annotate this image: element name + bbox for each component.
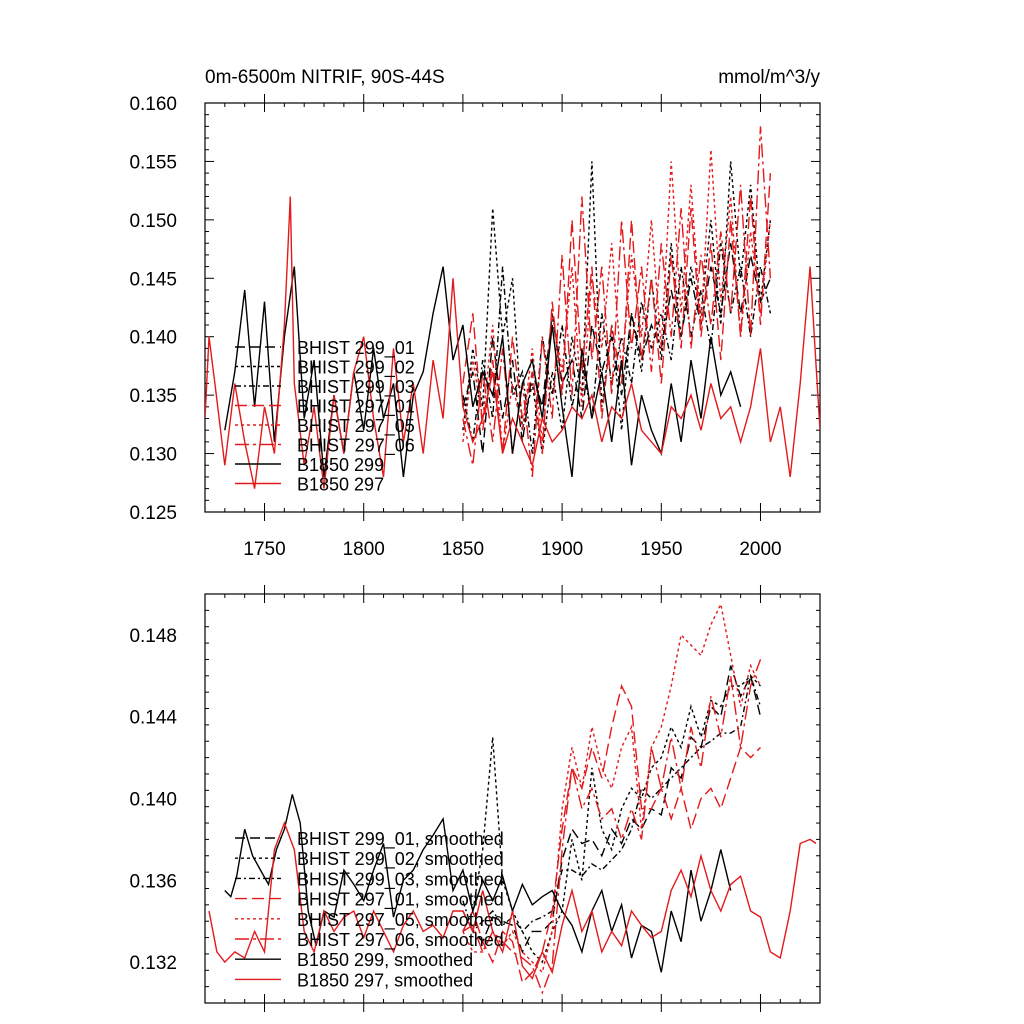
y-tick-label: 0.145: [129, 269, 177, 290]
y-tick-label: 0.160: [129, 94, 177, 115]
legend-label: BHIST 297_05: [297, 416, 415, 437]
top-panel-axes: 1750 1800 1850 1900 1950 2000 0.125 0.130 0.135 0…: [129, 94, 821, 560]
series-line-0: [462, 665, 762, 954]
series-line-3: [462, 683, 762, 984]
series-line-0: [462, 243, 772, 454]
bottom-panel-frame: [204, 593, 821, 1004]
top-panel-frame: [204, 102, 821, 513]
series-line-4: [462, 601, 762, 974]
legend-label: BHIST 299_01: [297, 338, 415, 359]
legend-label: B1850 297: [297, 475, 384, 495]
y-tick-label: 0.140: [129, 790, 177, 811]
legend-label: BHIST 297_01, smoothed: [297, 890, 504, 911]
legend-label: BHIST 297_06: [297, 436, 415, 457]
x-tick-label: 1800: [343, 539, 385, 560]
legend-label: BHIST 299_02: [297, 358, 415, 379]
series-line-1: [462, 161, 772, 454]
y-tick-label: 0.132: [129, 953, 177, 974]
series-line-7: [208, 821, 817, 980]
series-line-5: [462, 126, 772, 477]
series-line-3: [462, 173, 772, 454]
y-tick-label: 0.155: [129, 152, 177, 173]
legend-label: B1850 297, smoothed: [297, 970, 473, 990]
bottom-panel-axes: 0.132 0.136 0.140 0.144 0.148: [129, 585, 821, 1012]
x-tick-label: 1900: [541, 539, 583, 560]
x-tick-label: 1850: [442, 539, 484, 560]
legend-label: BHIST 299_03, smoothed: [297, 869, 504, 890]
y-tick-label: 0.135: [129, 386, 177, 407]
series-line-7: [205, 196, 820, 489]
legend-label: BHIST 297_01: [297, 397, 415, 418]
y-tick-label: 0.130: [129, 445, 177, 466]
y-tick-label: 0.136: [129, 871, 177, 892]
legend-label: BHIST 297_05, smoothed: [297, 910, 504, 931]
x-tick-label: 2000: [739, 539, 781, 560]
legend-label: B1850 299: [297, 455, 384, 475]
legend-label: BHIST 299_03: [297, 377, 415, 398]
series-line-5: [462, 659, 762, 995]
top-panel: 0m-6500m NITRIF, 90S-44S mmol/m^3/y 1750…: [129, 67, 821, 560]
top-panel-title-right: mmol/m^3/y: [718, 67, 820, 88]
y-tick-label: 0.125: [129, 503, 177, 524]
top-panel-series: [205, 126, 820, 489]
x-tick-label: 1950: [640, 539, 682, 560]
legend-label: BHIST 299_02, smoothed: [297, 849, 504, 870]
y-tick-label: 0.144: [129, 708, 177, 729]
y-tick-label: 0.148: [129, 626, 177, 647]
y-tick-label: 0.140: [129, 328, 177, 349]
bottom-panel: 0.132 0.136 0.140 0.144 0.148 BHIST 299_01, …: [129, 585, 821, 1012]
bottom-panel-series: [208, 601, 817, 995]
y-tick-label: 0.150: [129, 211, 177, 232]
legend-label: BHIST 299_01, smoothed: [297, 829, 504, 850]
legend-label: BHIST 297_06, smoothed: [297, 930, 504, 951]
top-panel-title-left: 0m-6500m NITRIF, 90S-44S: [205, 67, 445, 88]
series-line-6: [224, 266, 742, 477]
x-tick-label: 1750: [243, 539, 285, 560]
legend-label: B1850 299, smoothed: [297, 950, 473, 970]
